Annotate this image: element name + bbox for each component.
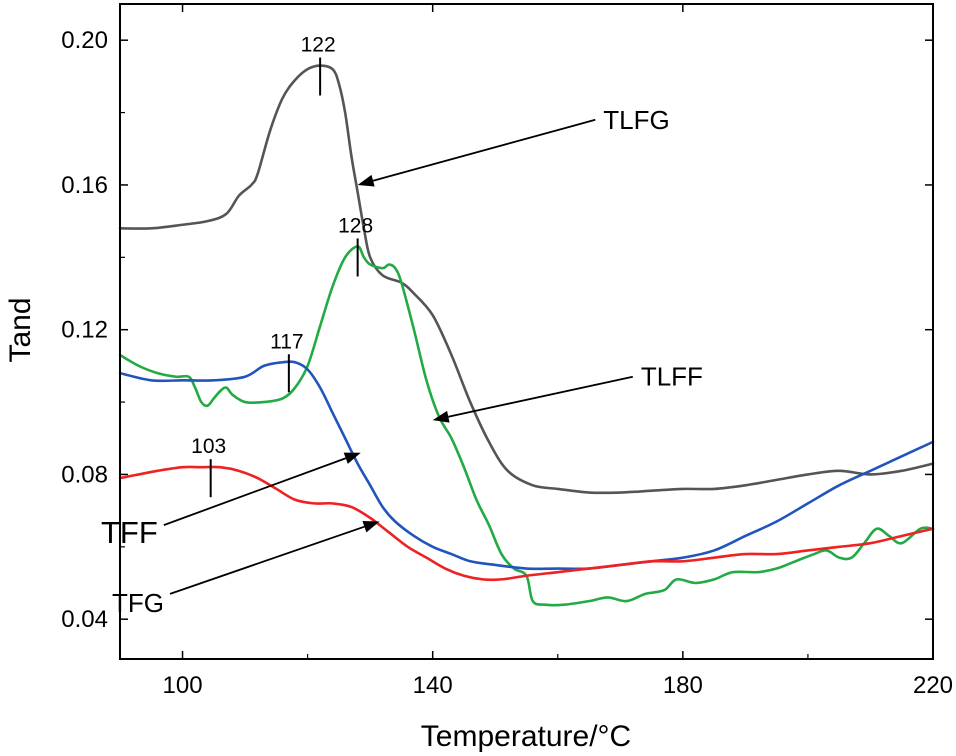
callout-arrowhead (357, 174, 375, 187)
peak-label: 128 (338, 214, 373, 237)
x-tick-label: 140 (413, 672, 453, 699)
callout-arrowhead (362, 521, 380, 533)
curve-label-tff: TFF (101, 515, 158, 550)
axes: 100 140 180 220 0.04 0.08 0.12 0.16 0.20 (61, 4, 953, 699)
y-tick-label: 0.04 (61, 606, 108, 633)
peak-label: 122 (301, 34, 336, 57)
callout-arrowhead (432, 410, 450, 423)
curve-label-tlff: TLFF (641, 362, 703, 392)
series-line-tfg (118, 465, 935, 582)
callout-arrow-line (163, 457, 347, 526)
series-line-tff (118, 360, 935, 571)
y-tick-label: 0.08 (61, 461, 108, 488)
series-line-tlff (118, 245, 935, 607)
callout-arrowhead (343, 452, 361, 464)
x-tick-label: 180 (663, 672, 703, 699)
series-group (118, 64, 935, 607)
x-tick-label: 220 (913, 672, 953, 699)
y-tick-label: 0.12 (61, 317, 108, 344)
x-tick-label: 100 (163, 672, 203, 699)
curve-label-tlfg: TLFG (603, 105, 669, 135)
peak-label: 103 (191, 435, 226, 458)
peak-label: 117 (270, 330, 303, 353)
y-tick-label: 0.20 (61, 27, 108, 54)
series-line-tlfg (118, 64, 935, 495)
callout-arrow-line (448, 375, 634, 418)
callout-arrow-line (169, 525, 365, 595)
callout-arrow-line (372, 118, 596, 182)
plot-frame (119, 3, 934, 660)
y-tick-label: 0.16 (61, 172, 108, 199)
x-axis-title: Temperature/°C (421, 720, 631, 753)
y-axis-title: Tand (4, 297, 37, 362)
